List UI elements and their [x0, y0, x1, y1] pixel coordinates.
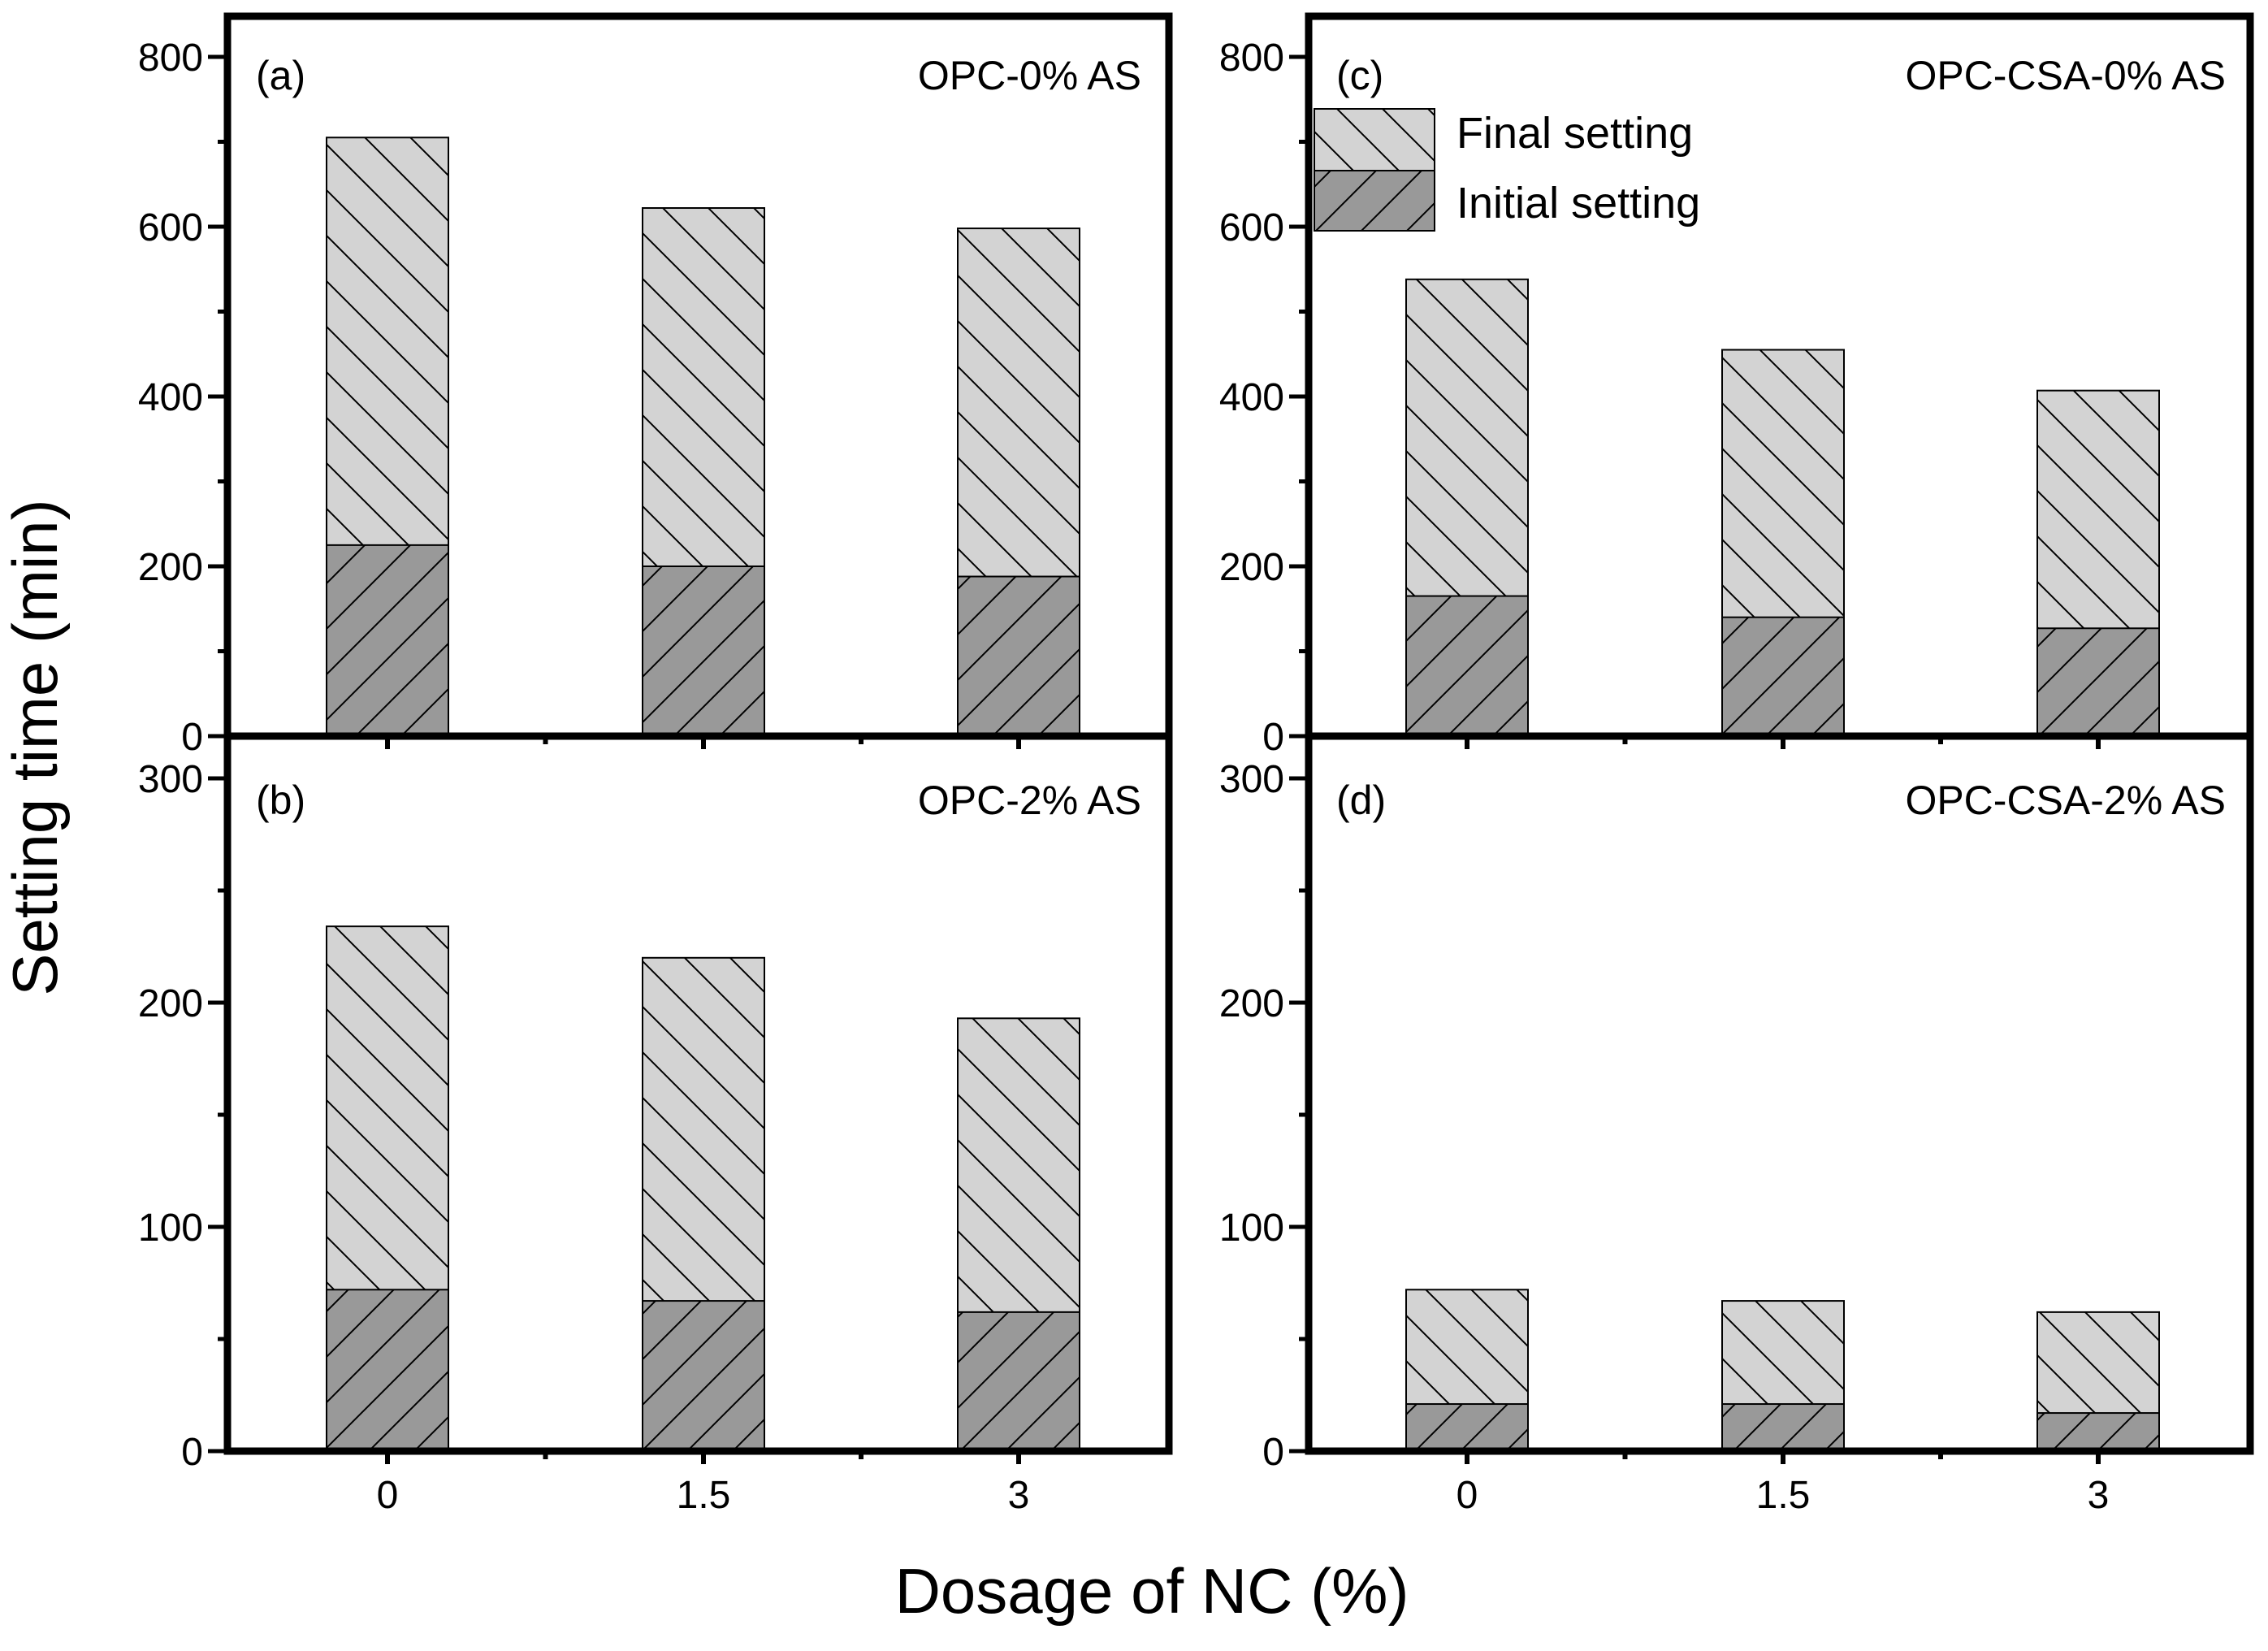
x-tick-label: 3	[1008, 1474, 1030, 1517]
panel-title: OPC-CSA-2% AS	[1905, 778, 2226, 823]
bar-initial-setting	[2036, 627, 2160, 737]
y-tick-label: 400	[138, 376, 203, 419]
y-tick-label: 0	[181, 716, 203, 759]
x-tick-label: 1.5	[1756, 1474, 1811, 1517]
bar-initial-setting	[326, 544, 449, 737]
bar-initial-setting	[1721, 1403, 1845, 1453]
panel-d: 0 100 200 300 0 1.5 3 (d) OPC-CSA-2% AS	[1219, 732, 2254, 1517]
panel-frame	[1305, 732, 2254, 1455]
panel-title: OPC-CSA-0% AS	[1905, 53, 2226, 98]
x-tick-label: 0	[1456, 1474, 1478, 1517]
bar-initial-setting	[642, 566, 765, 737]
y-tick-label: 800	[138, 37, 203, 80]
y-axis-title: Setting time (min)	[0, 499, 71, 995]
y-tick-label: 600	[138, 206, 203, 249]
y-tick-label: 200	[138, 546, 203, 589]
y-tick-label: 0	[1262, 716, 1284, 759]
panel-label: (a)	[256, 53, 305, 98]
y-tick-label: 300	[1219, 758, 1284, 801]
panel-label: (b)	[256, 778, 305, 823]
panel-label: (d)	[1336, 778, 1386, 823]
legend-label-initial: Initial setting	[1456, 179, 1700, 228]
bar-initial-setting	[2036, 1412, 2160, 1452]
y-tick-label: 200	[1219, 546, 1284, 589]
y-tick-label: 300	[138, 758, 203, 801]
legend-swatch-final	[1314, 108, 1435, 171]
y-tick-label: 200	[138, 982, 203, 1025]
y-tick-label: 0	[1262, 1431, 1284, 1474]
legend: Final setting Initial setting	[1314, 108, 1700, 232]
x-tick-label: 0	[377, 1474, 399, 1517]
x-axis-title: Dosage of NC (%)	[895, 1555, 1409, 1627]
y-tick-label: 100	[1219, 1207, 1284, 1250]
bar-initial-setting	[326, 1289, 449, 1453]
x-tick-label: 3	[2088, 1474, 2110, 1517]
bar-initial-setting	[1721, 616, 1845, 738]
y-tick-label: 200	[1219, 982, 1284, 1025]
y-tick-label: 100	[138, 1207, 203, 1250]
panel-title: OPC-2% AS	[918, 778, 1141, 823]
y-tick-label: 600	[1219, 206, 1284, 249]
panel-title: OPC-0% AS	[918, 53, 1141, 98]
bar-initial-setting	[642, 1300, 765, 1452]
bar-initial-setting	[1405, 1403, 1529, 1453]
bar-initial-setting	[957, 1311, 1080, 1452]
x-tick-label: 1.5	[677, 1474, 731, 1517]
bar-initial-setting	[1405, 595, 1529, 738]
panel-a: 0 200 400 600 800 (a) OPC-0% AS	[138, 12, 1173, 759]
y-tick-label: 800	[1219, 37, 1284, 80]
panel-label: (c)	[1336, 53, 1383, 98]
legend-label-final: Final setting	[1456, 109, 1693, 158]
legend-swatch-initial	[1314, 170, 1435, 232]
panel-b: 0 100 200 300 0 1.5 3 (b) OPC-2% AS	[138, 732, 1173, 1517]
y-tick-label: 0	[181, 1431, 203, 1474]
y-tick-label: 400	[1219, 376, 1284, 419]
bar-initial-setting	[957, 575, 1080, 737]
panel-frame	[223, 732, 1173, 1455]
